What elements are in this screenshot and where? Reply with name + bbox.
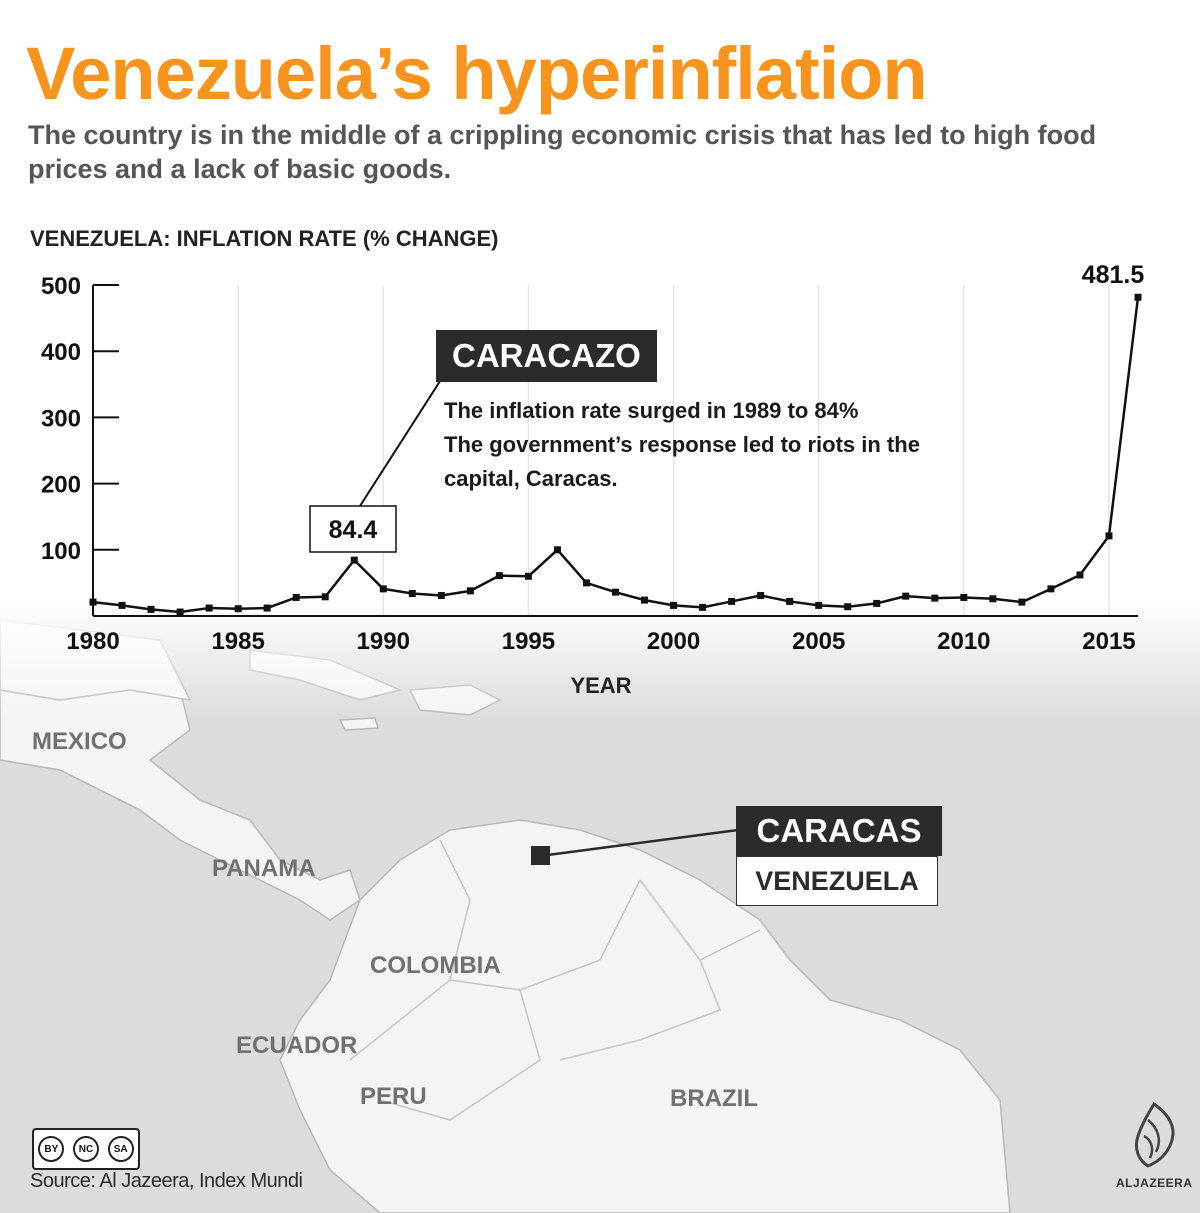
venezuela-label: VENEZUELA xyxy=(736,856,938,906)
data-point xyxy=(902,592,910,600)
data-point xyxy=(379,585,387,593)
x-tick-label: 1990 xyxy=(357,628,410,655)
country-label-ecuador: ECUADOR xyxy=(236,1032,358,1059)
data-point xyxy=(786,597,794,605)
data-point xyxy=(728,597,736,605)
data-point xyxy=(466,587,474,595)
caracas-label: CARACAS xyxy=(736,806,942,856)
caracazo-line: capital, Caracas. xyxy=(444,466,618,491)
caracas-leader-line xyxy=(539,828,739,858)
creative-commons-badge: BY NC SA xyxy=(32,1128,140,1170)
y-tick-label: 400 xyxy=(41,339,81,366)
country-label-mexico: MEXICO xyxy=(32,728,127,755)
country-label-colombia: COLOMBIA xyxy=(370,952,501,979)
data-point xyxy=(553,546,561,554)
country-label-peru: PERU xyxy=(360,1083,427,1110)
data-point xyxy=(699,603,707,611)
cc-by-icon: BY xyxy=(38,1136,65,1162)
data-point xyxy=(234,605,242,613)
page-title: Venezuela’s hyperinflation xyxy=(26,32,928,115)
annotation-leader-line xyxy=(359,377,443,507)
data-point xyxy=(321,593,329,601)
y-tick-label: 200 xyxy=(41,472,81,499)
data-point xyxy=(1047,585,1055,593)
inflation-line-chart: 100 200 300 400 500 1980 1985 1990 1995 2000 2005 2… xyxy=(41,261,1145,698)
caracazo-description: The inflation rate surged in 1989 to 84%… xyxy=(444,394,1044,496)
data-point xyxy=(757,591,765,599)
x-tick-label: 2000 xyxy=(647,628,700,655)
cc-sa-icon: SA xyxy=(107,1136,134,1162)
data-point xyxy=(815,601,823,609)
y-tick-label: 300 xyxy=(41,405,81,432)
data-label-2016: 481.5 xyxy=(1082,261,1145,289)
data-point xyxy=(844,603,852,611)
country-label-panama: PANAMA xyxy=(212,855,316,882)
x-tick-label: 2005 xyxy=(792,628,845,655)
data-point xyxy=(931,594,939,602)
data-point xyxy=(292,593,300,601)
caracazo-line: The inflation rate surged in 1989 to 84% xyxy=(444,398,859,423)
data-point xyxy=(989,595,997,603)
x-tick-label: 1995 xyxy=(502,628,555,655)
data-point xyxy=(1134,293,1142,301)
x-tick-label: 1985 xyxy=(211,628,264,655)
data-point xyxy=(1076,571,1084,579)
x-tick-label: 2015 xyxy=(1082,628,1135,655)
aljazeera-logo-text: ALJAZEERA xyxy=(1116,1176,1193,1190)
data-point xyxy=(1105,532,1113,540)
chart-labels: 84.4 481.5 xyxy=(309,261,1145,553)
country-label-brazil: BRAZIL xyxy=(670,1085,758,1112)
data-point xyxy=(437,591,445,599)
caracazo-heading: CARACAZO xyxy=(436,330,657,382)
data-point xyxy=(670,601,678,609)
x-axis-label: YEAR xyxy=(570,673,631,698)
y-tick-label: 500 xyxy=(41,273,81,300)
data-point xyxy=(147,605,155,613)
chart-title: VENEZUELA: INFLATION RATE (% CHANGE) xyxy=(30,226,499,251)
chart-axes: 100 200 300 400 500 1980 1985 1990 1995 2000 2005 2… xyxy=(41,273,1138,698)
landmass-south-america xyxy=(279,819,1011,1213)
data-point xyxy=(263,604,271,612)
data-point xyxy=(205,604,213,612)
data-point xyxy=(408,589,416,597)
data-point xyxy=(582,579,590,587)
data-point xyxy=(612,588,619,596)
data-point xyxy=(960,593,968,601)
data-point xyxy=(118,601,126,609)
data-point xyxy=(89,598,97,606)
x-tick-label: 2010 xyxy=(937,628,990,655)
caracas-marker xyxy=(531,846,550,865)
data-point xyxy=(873,599,881,607)
data-point xyxy=(176,608,184,616)
aljazeera-logo-icon xyxy=(1118,1100,1190,1196)
data-point xyxy=(524,572,532,580)
source-credit: Source: Al Jazeera, Index Mundi xyxy=(30,1170,303,1192)
cc-nc-icon: NC xyxy=(72,1136,99,1162)
chart-series xyxy=(89,293,1142,616)
data-point xyxy=(641,596,649,604)
caracazo-line: The government’s response led to riots i… xyxy=(444,432,920,457)
data-label-1989: 84.4 xyxy=(329,516,378,544)
border-lines xyxy=(349,839,761,1121)
x-tick-label: 1980 xyxy=(66,628,119,655)
data-point xyxy=(495,572,503,580)
data-label-box xyxy=(309,505,397,553)
y-tick-label: 100 xyxy=(41,538,81,565)
page-subtitle: The country is in the middle of a crippl… xyxy=(28,120,1097,184)
data-point xyxy=(1018,598,1026,606)
data-point xyxy=(350,556,358,564)
